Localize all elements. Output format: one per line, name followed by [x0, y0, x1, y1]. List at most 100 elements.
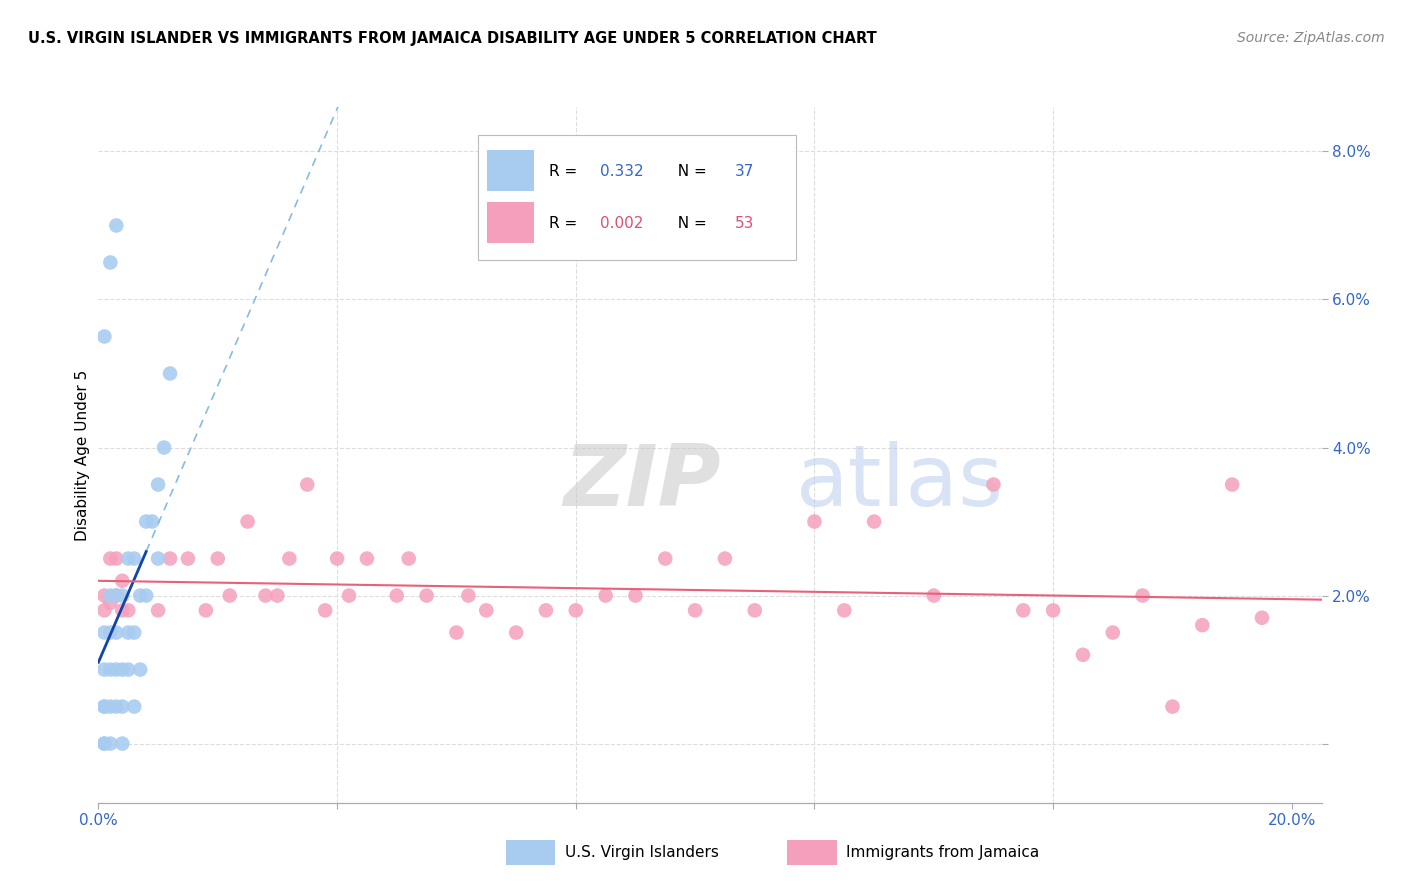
Text: ZIP: ZIP [564, 442, 721, 524]
Point [218, 589, 240, 603]
Point [266, 589, 288, 603]
Text: U.S. Virgin Islanders: U.S. Virgin Islanders [565, 846, 718, 860]
Point [1161, 699, 1184, 714]
Point [314, 603, 336, 617]
Point [159, 551, 181, 566]
Point [1132, 589, 1154, 603]
Point [111, 603, 134, 617]
Point [922, 589, 945, 603]
Text: N =: N = [668, 216, 711, 231]
FancyBboxPatch shape [506, 840, 555, 865]
Point [278, 551, 301, 566]
Point [93, 699, 115, 714]
Point [146, 551, 169, 566]
Point [98, 551, 121, 566]
Point [326, 551, 349, 566]
Point [135, 515, 157, 529]
Point [93, 329, 115, 343]
Point [111, 699, 134, 714]
Point [1042, 603, 1064, 617]
Text: atlas: atlas [796, 442, 1004, 524]
Point [832, 603, 855, 617]
Point [475, 603, 498, 617]
FancyBboxPatch shape [488, 202, 534, 243]
Point [297, 477, 319, 491]
Point [117, 625, 139, 640]
Point [153, 441, 176, 455]
Point [93, 737, 115, 751]
Point [141, 515, 163, 529]
Point [1220, 477, 1243, 491]
Point [105, 625, 128, 640]
Point [683, 603, 706, 617]
Point [595, 589, 617, 603]
Point [624, 589, 647, 603]
Point [129, 663, 152, 677]
Point [117, 663, 139, 677]
Point [159, 367, 181, 381]
FancyBboxPatch shape [478, 135, 796, 260]
Point [534, 603, 557, 617]
Point [129, 589, 152, 603]
Text: Source: ZipAtlas.com: Source: ZipAtlas.com [1237, 31, 1385, 45]
Point [146, 603, 169, 617]
Point [105, 589, 128, 603]
Point [177, 551, 200, 566]
Point [93, 663, 115, 677]
Point [111, 574, 134, 588]
Point [1071, 648, 1094, 662]
FancyBboxPatch shape [787, 840, 837, 865]
Point [1012, 603, 1035, 617]
Point [1191, 618, 1213, 632]
Point [98, 589, 121, 603]
Text: R =: R = [548, 163, 582, 178]
Point [565, 603, 588, 617]
Text: 53: 53 [734, 216, 754, 231]
Text: Immigrants from Jamaica: Immigrants from Jamaica [846, 846, 1039, 860]
Point [98, 699, 121, 714]
Point [415, 589, 437, 603]
Point [457, 589, 479, 603]
Point [385, 589, 408, 603]
Point [207, 551, 229, 566]
Point [122, 551, 145, 566]
Point [98, 255, 121, 269]
Point [93, 737, 115, 751]
Point [111, 589, 134, 603]
Y-axis label: Disability Age Under 5: Disability Age Under 5 [75, 369, 90, 541]
Point [98, 625, 121, 640]
Point [98, 663, 121, 677]
Point [111, 737, 134, 751]
Point [863, 515, 886, 529]
Point [337, 589, 360, 603]
Point [983, 477, 1005, 491]
Point [98, 596, 121, 610]
Point [117, 603, 139, 617]
Point [714, 551, 737, 566]
Text: 37: 37 [734, 163, 754, 178]
Point [105, 551, 128, 566]
Text: 0.332: 0.332 [600, 163, 644, 178]
Point [744, 603, 766, 617]
Text: 0.002: 0.002 [600, 216, 644, 231]
Point [98, 737, 121, 751]
Text: U.S. VIRGIN ISLANDER VS IMMIGRANTS FROM JAMAICA DISABILITY AGE UNDER 5 CORRELATI: U.S. VIRGIN ISLANDER VS IMMIGRANTS FROM … [28, 31, 877, 46]
Point [254, 589, 277, 603]
Point [93, 625, 115, 640]
Point [505, 625, 527, 640]
Point [194, 603, 217, 617]
Point [117, 551, 139, 566]
Point [105, 663, 128, 677]
Point [356, 551, 378, 566]
Point [803, 515, 825, 529]
Point [398, 551, 420, 566]
Point [111, 663, 134, 677]
Point [93, 603, 115, 617]
Text: R =: R = [548, 216, 582, 231]
Point [1251, 611, 1274, 625]
Point [446, 625, 468, 640]
Point [105, 699, 128, 714]
Point [122, 699, 145, 714]
Point [654, 551, 676, 566]
FancyBboxPatch shape [488, 150, 534, 191]
